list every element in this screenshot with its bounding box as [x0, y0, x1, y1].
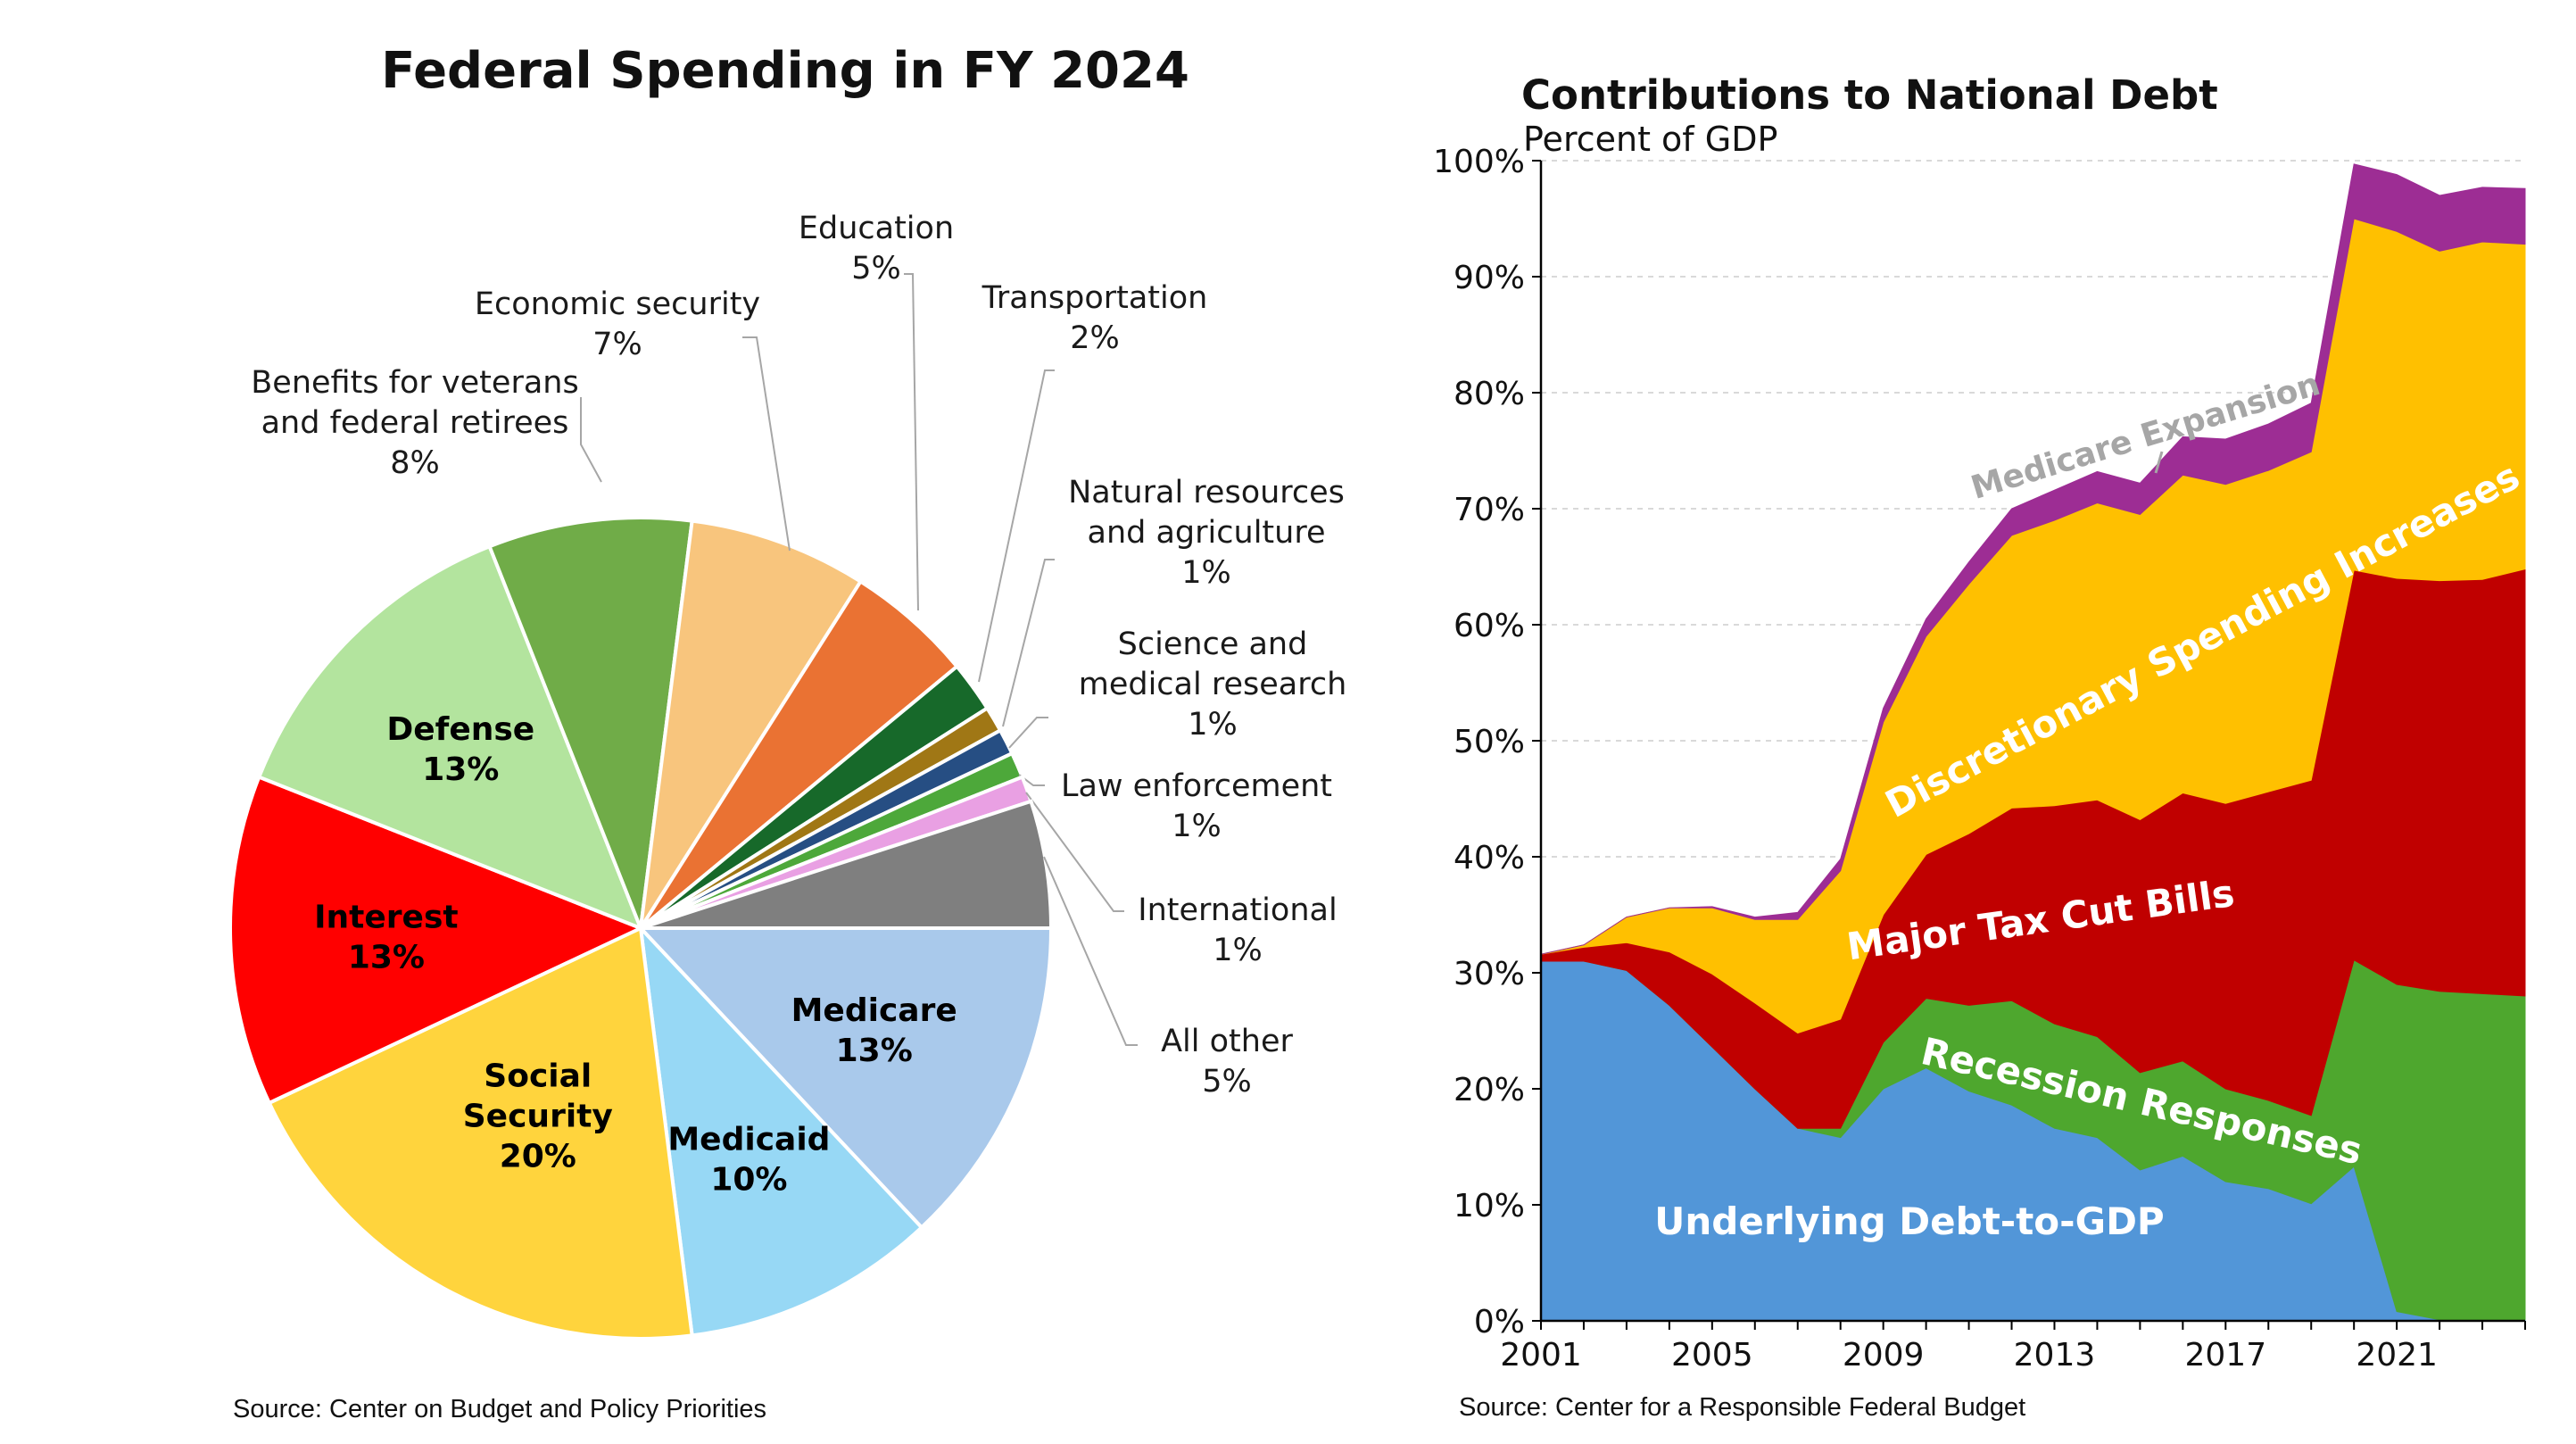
pie-slice-medicaid: [638, 923, 924, 1338]
y-tick-label-20: 20%: [1454, 1072, 1525, 1108]
pie-category-label-interest: Interest: [314, 900, 458, 936]
x-tick-label-2021: 2021: [2356, 1337, 2438, 1373]
area-chart-title: Contributions to National Debt: [1521, 71, 2218, 119]
x-tick-label-2013: 2013: [2014, 1337, 2096, 1373]
pie-value-label-social-security: 20%: [500, 1139, 576, 1175]
leader-line-transportation: [978, 369, 1055, 683]
x-tick-label-2009: 2009: [1843, 1337, 1925, 1373]
area-chart-panel: Contributions to National Debt Percent o…: [1392, 0, 2576, 1444]
pie-category-label-international: International: [1138, 892, 1337, 928]
leader-line-natural-resources-and-agriculture: [1002, 559, 1055, 727]
pie-chart-source: Source: Center on Budget and Policy Prio…: [233, 1395, 767, 1423]
pie-value-label-law-enforcement: 1%: [1172, 809, 1222, 844]
pie-category-label-transportation: Transportation: [982, 280, 1208, 316]
pie-category-label-social-security: Social: [484, 1058, 592, 1095]
pie-category-label-science-and-medical-research: Science and: [1118, 627, 1308, 662]
pie-value-label-economic-security: 7%: [592, 327, 642, 362]
pie-slice-benefits-for-veterans-and-federal-retirees: [487, 516, 694, 929]
y-tick-label-80: 80%: [1454, 376, 1525, 412]
pie-chart-title: Federal Spending in FY 2024: [381, 42, 1189, 100]
pie-slice-medicare: [636, 926, 1054, 1231]
pie-category-label-benefits-for-veterans-and-federal-retirees: Benefits for veterans: [251, 365, 578, 401]
pie-slice-defense: [256, 544, 644, 932]
y-tick-label-70: 70%: [1454, 492, 1525, 528]
series-label-underlying-debt-to-gdp: Underlying Debt-to-GDP: [1654, 1199, 2164, 1243]
pie-chart-panel: Federal Spending in FY 2024 Medicare 13% M…: [228, 42, 1347, 1423]
leader-line-science-and-medical-research: [1008, 717, 1048, 749]
pie-slice-interest: [228, 775, 646, 1106]
pie-chart: Medicare 13% Medicaid 10% Social Security 20% I…: [228, 211, 1347, 1340]
pie-value-label-transportation: 2%: [1070, 320, 1120, 356]
pie-value-label-defense: 13%: [422, 751, 499, 788]
pie-value-label-medicaid: 10%: [710, 1162, 787, 1199]
pie-category-label-defense: Defense: [386, 711, 534, 748]
y-tick-label-30: 30%: [1454, 956, 1525, 992]
pie-category-label-benefits-for-veterans-and-federal-retirees: and federal retirees: [261, 405, 569, 441]
leader-line-education: [904, 273, 919, 611]
pie-slice-all-other: [640, 799, 1054, 930]
pie-slice-social-security: [267, 925, 694, 1340]
y-tick-label-90: 90%: [1454, 260, 1525, 296]
pie-category-label-medicare: Medicare: [791, 992, 957, 1029]
pie-value-label-medicare: 13%: [836, 1033, 913, 1069]
medicare-expansion-pointer: [2154, 451, 2164, 474]
x-tick-label-2001: 2001: [1500, 1337, 1582, 1373]
pie-category-label-natural-resources-and-agriculture: Natural resources: [1068, 475, 1345, 510]
pie-value-label-science-and-medical-research: 1%: [1188, 707, 1238, 743]
leader-line-benefits-for-veterans-and-federal-retirees: [580, 397, 602, 483]
pie-value-label-benefits-for-veterans-and-federal-retirees: 8%: [390, 445, 440, 481]
y-tick-label-50: 50%: [1454, 724, 1525, 760]
pie-value-label-international: 1%: [1213, 933, 1263, 968]
pie-category-label-law-enforcement: Law enforcement: [1061, 768, 1332, 804]
area-medicare-expansion: [1540, 163, 2526, 955]
pie-category-label-economic-security: Economic security: [475, 286, 760, 322]
pie-value-label-education: 5%: [851, 251, 901, 286]
area-chart: 0% 10% 20% 30% 40% 50% 60% 70% 80% 90% 100% 2001 200…: [1433, 144, 2526, 1373]
area-chart-source: Source: Center for a Responsible Federal…: [1459, 1393, 2026, 1422]
pie-category-label-education: Education: [799, 211, 954, 246]
pie-value-label-all-other: 5%: [1202, 1064, 1252, 1100]
y-tick-label-100: 100%: [1433, 144, 1525, 180]
y-tick-label-60: 60%: [1454, 608, 1525, 644]
x-tick-label-2017: 2017: [2184, 1337, 2266, 1373]
pie-slice-education: [639, 578, 960, 930]
pie-slice-economic-security: [639, 519, 864, 930]
pie-category-label-social-security: Security: [463, 1099, 613, 1135]
pie-category-label-natural-resources-and-agriculture: and agriculture: [1088, 515, 1326, 551]
pie-value-label-natural-resources-and-agriculture: 1%: [1181, 555, 1231, 591]
leader-line-international: [1025, 792, 1124, 912]
leader-line-all-other: [1043, 856, 1138, 1046]
pie-category-label-medicaid: Medicaid: [667, 1122, 830, 1158]
pie-category-label-all-other: All other: [1161, 1024, 1293, 1059]
pie-value-label-interest: 13%: [348, 940, 425, 976]
pie-category-label-science-and-medical-research: medical research: [1079, 667, 1347, 702]
y-tick-label-0: 0%: [1474, 1304, 1525, 1340]
y-tick-label-40: 40%: [1454, 840, 1525, 876]
x-tick-label-2005: 2005: [1671, 1337, 1753, 1373]
area-chart-subtitle: Percent of GDP: [1523, 120, 1778, 159]
y-tick-label-10: 10%: [1454, 1188, 1525, 1224]
leader-line-economic-security: [742, 336, 791, 552]
